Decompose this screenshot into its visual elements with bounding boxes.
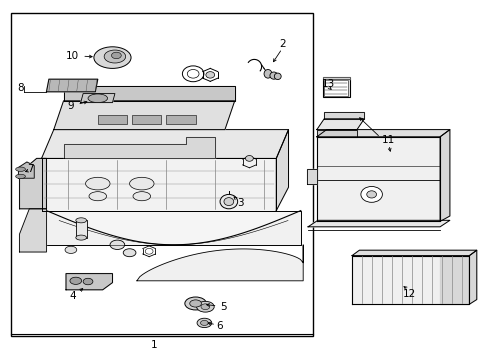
Polygon shape [351, 256, 468, 304]
Ellipse shape [111, 52, 121, 59]
Text: 10: 10 [66, 51, 79, 61]
Ellipse shape [129, 177, 154, 190]
Text: 7: 7 [27, 164, 34, 174]
Ellipse shape [197, 318, 211, 328]
Bar [11, 13, 312, 336]
Bar [132, 115, 161, 124]
Ellipse shape [366, 191, 376, 198]
Ellipse shape [274, 73, 281, 80]
Ellipse shape [196, 301, 214, 312]
Ellipse shape [65, 246, 77, 253]
Polygon shape [46, 79, 98, 92]
Ellipse shape [85, 177, 110, 190]
Polygon shape [316, 130, 449, 137]
Ellipse shape [76, 235, 86, 240]
Ellipse shape [224, 198, 233, 206]
Text: 1: 1 [150, 340, 157, 350]
Polygon shape [306, 169, 316, 184]
Bar [166, 115, 195, 124]
Polygon shape [316, 130, 356, 137]
Polygon shape [307, 220, 449, 227]
Polygon shape [63, 86, 234, 101]
Ellipse shape [83, 278, 93, 285]
Polygon shape [19, 162, 34, 178]
Polygon shape [276, 130, 288, 211]
Ellipse shape [89, 192, 106, 201]
Polygon shape [41, 130, 288, 158]
Polygon shape [316, 119, 364, 130]
Polygon shape [20, 158, 46, 209]
Ellipse shape [264, 69, 271, 78]
Ellipse shape [94, 47, 131, 68]
Ellipse shape [88, 94, 107, 103]
Polygon shape [137, 245, 303, 281]
Polygon shape [54, 101, 234, 130]
Text: 11: 11 [381, 135, 395, 145]
Ellipse shape [269, 72, 277, 79]
Polygon shape [351, 250, 476, 256]
Polygon shape [439, 130, 449, 221]
Ellipse shape [184, 297, 206, 310]
Ellipse shape [205, 72, 214, 78]
Polygon shape [66, 274, 112, 290]
Ellipse shape [123, 249, 136, 257]
Text: 6: 6 [216, 321, 223, 331]
Ellipse shape [360, 186, 382, 202]
Ellipse shape [245, 156, 253, 161]
Text: 2: 2 [278, 39, 285, 49]
Polygon shape [439, 256, 468, 304]
Polygon shape [46, 211, 300, 245]
Ellipse shape [220, 194, 237, 209]
Text: 4: 4 [69, 291, 76, 301]
Ellipse shape [201, 304, 209, 310]
Ellipse shape [133, 192, 150, 201]
Bar [98, 115, 127, 124]
Polygon shape [322, 77, 349, 79]
Ellipse shape [145, 248, 153, 254]
Ellipse shape [200, 320, 208, 325]
Text: 8: 8 [17, 83, 24, 93]
Polygon shape [468, 250, 476, 304]
Polygon shape [20, 209, 46, 252]
Ellipse shape [16, 174, 25, 179]
Polygon shape [63, 137, 215, 158]
Bar [324, 80, 347, 96]
Text: 3: 3 [237, 198, 244, 208]
Polygon shape [41, 158, 276, 211]
Polygon shape [324, 112, 364, 119]
Ellipse shape [189, 300, 201, 307]
Ellipse shape [70, 277, 81, 284]
Text: 12: 12 [402, 289, 415, 299]
Ellipse shape [104, 50, 125, 63]
Polygon shape [316, 137, 439, 221]
Ellipse shape [110, 240, 124, 249]
Bar [322, 79, 349, 97]
Text: 13: 13 [321, 78, 335, 89]
Text: 5: 5 [220, 302, 226, 312]
Ellipse shape [182, 66, 203, 82]
Ellipse shape [16, 167, 25, 171]
Bar [76, 220, 86, 238]
Polygon shape [81, 94, 115, 103]
Ellipse shape [187, 69, 199, 78]
Ellipse shape [76, 218, 86, 223]
Text: 9: 9 [67, 101, 74, 111]
